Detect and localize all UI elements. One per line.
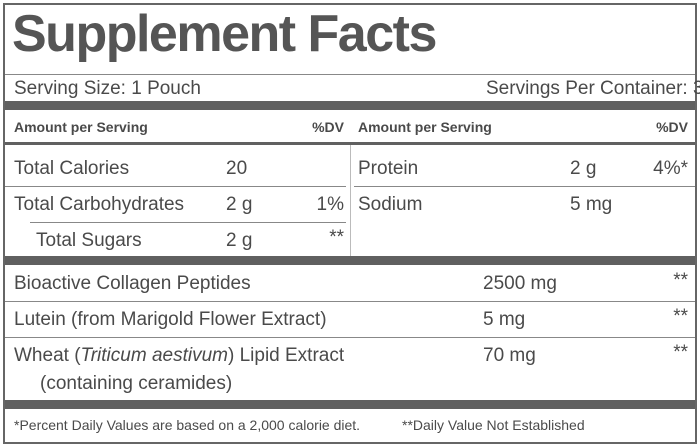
- title: Supplement Facts: [12, 5, 437, 63]
- ingredient-name: Lutein (from Marigold Flower Extract): [14, 309, 327, 330]
- nutrient-amount: 2 g: [226, 194, 253, 215]
- serving-size: Serving Size: 1 Pouch: [14, 78, 201, 99]
- ingredient-name: Bioactive Collagen Peptides: [14, 273, 251, 294]
- servings-per-container: Servings Per Container: 30: [486, 78, 700, 99]
- divider-line: [5, 74, 695, 75]
- footnote: **Daily Value Not Established: [402, 417, 585, 433]
- nutrient-name: Protein: [358, 158, 419, 179]
- ingredient-name: (containing ceramides): [40, 373, 233, 394]
- nutrient-name: Total Calories: [14, 158, 130, 179]
- nutrient-name: Sodium: [358, 194, 423, 215]
- column-header: Amount per Serving: [358, 119, 492, 135]
- ingredient-dv: **: [673, 342, 688, 363]
- column-header: %DV: [656, 119, 688, 135]
- divider-line: [354, 186, 695, 187]
- divider-bar: [5, 101, 695, 110]
- column-divider: [350, 145, 351, 257]
- divider-line: [5, 337, 695, 338]
- nutrient-dv: **: [329, 227, 344, 248]
- nutrient-name: Total Sugars: [36, 230, 142, 251]
- nutrient-amount: 2 g: [570, 158, 597, 179]
- ingredient-dv: **: [673, 306, 688, 327]
- nutrient-amount: 2 g: [226, 230, 253, 251]
- supplement-facts-label: [3, 3, 697, 444]
- ingredient-amount: 5 mg: [483, 309, 526, 330]
- ingredient-dv: **: [673, 270, 688, 291]
- footnote: *Percent Daily Values are based on a 2,0…: [14, 417, 361, 433]
- ingredient-name-part: Wheat (: [14, 345, 81, 366]
- ingredient-amount: 2500 mg: [483, 273, 557, 294]
- ingredient-name-part: ) Lipid Extract: [227, 345, 345, 366]
- column-header: Amount per Serving: [14, 119, 148, 135]
- nutrient-amount: 20: [226, 158, 248, 179]
- nutrient-name: Total Carbohydrates: [14, 194, 185, 215]
- divider-line: [5, 186, 346, 187]
- ingredient-amount: 70 mg: [483, 345, 536, 366]
- nutrient-amount: 5 mg: [570, 194, 613, 215]
- nutrient-dv: 4%*: [653, 158, 688, 179]
- ingredient-name: Wheat (Triticum aestivum) Lipid Extract: [14, 346, 344, 365]
- divider-line: [5, 301, 695, 302]
- divider-line: [30, 222, 346, 223]
- column-header: %DV: [312, 119, 344, 135]
- nutrient-dv: 1%: [316, 194, 344, 215]
- divider-bar: [5, 142, 695, 145]
- ingredient-name-part: Triticum aestivum: [80, 345, 228, 366]
- divider-bar: [5, 400, 695, 409]
- divider-bar: [5, 256, 695, 265]
